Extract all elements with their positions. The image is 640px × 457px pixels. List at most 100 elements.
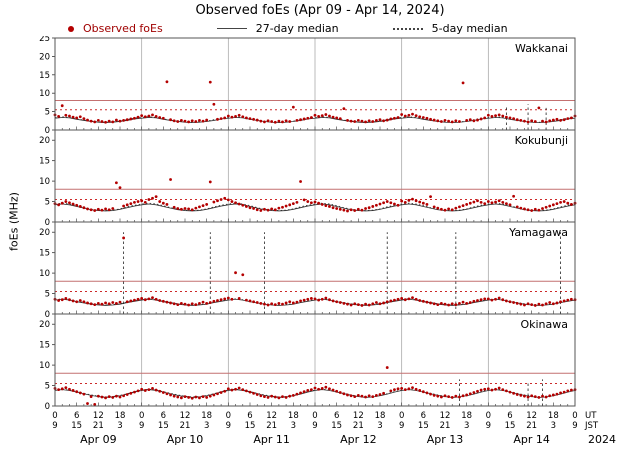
station-label: Yamagawa [508,226,568,239]
y-tick-label: 10 [39,269,50,279]
y-tick-label: 20 [39,320,50,330]
y-tick-label: 20 [39,228,50,238]
median27-line [54,117,576,124]
jst-tick-label: 9 [486,421,491,431]
panel-border [54,313,576,407]
y-tick-label: 0 [45,218,50,228]
ut-tick-label: 0 [486,411,491,421]
legend-item-median27: 27-day median [216,22,339,35]
y-tick-label: 5 [45,108,50,118]
ut-tick-label: 12 [526,411,537,421]
day-label: Apr 09 [80,433,117,446]
y-tick-label: 15 [39,341,50,351]
day-label: Apr 10 [167,433,204,446]
ut-tick-label: 0 [226,411,231,421]
ut-tick-label: 6 [161,411,166,421]
ut-tick-label: 18 [375,411,386,421]
legend-median27-label: 27-day median [255,22,339,35]
ut-tick-label: 0 [312,411,317,421]
ut-tick-label: 0 [52,411,57,421]
ut-tick-label: 18 [461,411,472,421]
legend-median5-label: 5-day median [431,22,508,35]
jst-tick-label: 3 [291,421,296,431]
legend-item-median5: 5-day median [392,22,508,35]
year-label: 2024 [588,433,616,446]
ut-tick-label: 0 [399,411,404,421]
y-tick-label: 0 [45,402,50,412]
ut-tick-label: 12 [266,411,277,421]
ut-tick-label: 6 [421,411,426,421]
ut-tick-label: 12 [440,411,451,421]
ut-tick-label: 6 [74,411,79,421]
ut-tick-label: 6 [247,411,252,421]
ut-axis-label: UT [585,411,597,421]
observed-dot-icon [68,25,74,32]
ut-tick-label: 6 [334,411,339,421]
observed-dots [53,366,577,406]
y-tick-label: 10 [39,361,50,371]
jst-tick-label: 21 [266,421,277,431]
station-label: Wakkanai [515,42,568,55]
jst-tick-label: 3 [204,421,209,431]
observed-dots [53,236,577,307]
y-tick-label: 20 [39,136,50,146]
median27-line [54,203,576,212]
y-tick-label: 5 [45,290,50,300]
jst-tick-label: 15 [71,421,82,431]
jst-tick-label: 21 [526,421,537,431]
median5-line [54,202,576,212]
day-label: Apr 12 [340,433,377,446]
jst-tick-label: 3 [377,421,382,431]
jst-tick-label: 9 [52,421,57,431]
jst-tick-label: 3 [464,421,469,431]
y-tick-label: 15 [39,249,50,259]
jst-tick-label: 15 [418,421,429,431]
jst-tick-label: 21 [353,421,364,431]
ut-tick-label: 18 [201,411,212,421]
y-tick-label: 0 [45,126,50,136]
jst-tick-label: 3 [551,421,556,431]
solid-line-icon [216,28,247,29]
y-tick-label: 10 [39,89,50,99]
y-tick-label: 20 [39,52,50,62]
jst-tick-label: 9 [312,421,317,431]
y-tick-label: 15 [39,71,50,81]
day-label: Apr 11 [253,433,290,446]
y-tick-label: 5 [45,198,50,208]
panel-okinawa: 0 5 10 15 20 Okinawa [39,313,577,412]
median5-line [54,116,576,123]
station-label: Kokubunji [515,134,568,147]
ut-tick-label: 18 [548,411,559,421]
jst-tick-label: 9 [399,421,404,431]
jst-tick-label: 21 [180,421,191,431]
day-label: Apr 13 [427,433,464,446]
jst-tick-label: 15 [158,421,169,431]
jst-tick-label: 9 [139,421,144,431]
ut-tick-label: 18 [115,411,126,421]
y-tick-label: 25 [39,36,50,44]
legend-item-observed: Observed foEs [68,22,163,35]
panel-wakkanai: 0 5 10 15 20 25 Wakkanai [39,36,577,136]
dotted-line-icon [392,27,423,30]
ut-tick-label: 18 [288,411,299,421]
legend: Observed foEs 27-day median 5-day median [68,22,562,35]
day-label: Apr 14 [513,433,550,446]
station-label: Okinawa [520,318,568,331]
y-tick-label: 0 [45,310,50,320]
jst-tick-label: 21 [93,421,104,431]
y-tick-label: 15 [39,157,50,167]
y-tick-label: 5 [45,382,50,392]
jst-tick-label: 9 [226,421,231,431]
ut-tick-label: 0 [139,411,144,421]
ut-tick-label: 0 [572,411,577,421]
jst-tick-label: 21 [440,421,451,431]
foes-chart: 0 5 10 15 20 25 Wakkanai 0 5 10 15 20 Kokubunji 0 5 10 1… [39,36,616,446]
jst-tick-label: 15 [505,421,516,431]
jst-tick-label: 15 [245,421,256,431]
observed-dots [53,178,577,213]
page-title: Observed foEs (Apr 09 - Apr 14, 2024) [195,3,445,18]
ut-tick-label: 6 [507,411,512,421]
observed-dots [53,80,577,124]
jst-tick-label: 9 [572,421,577,431]
